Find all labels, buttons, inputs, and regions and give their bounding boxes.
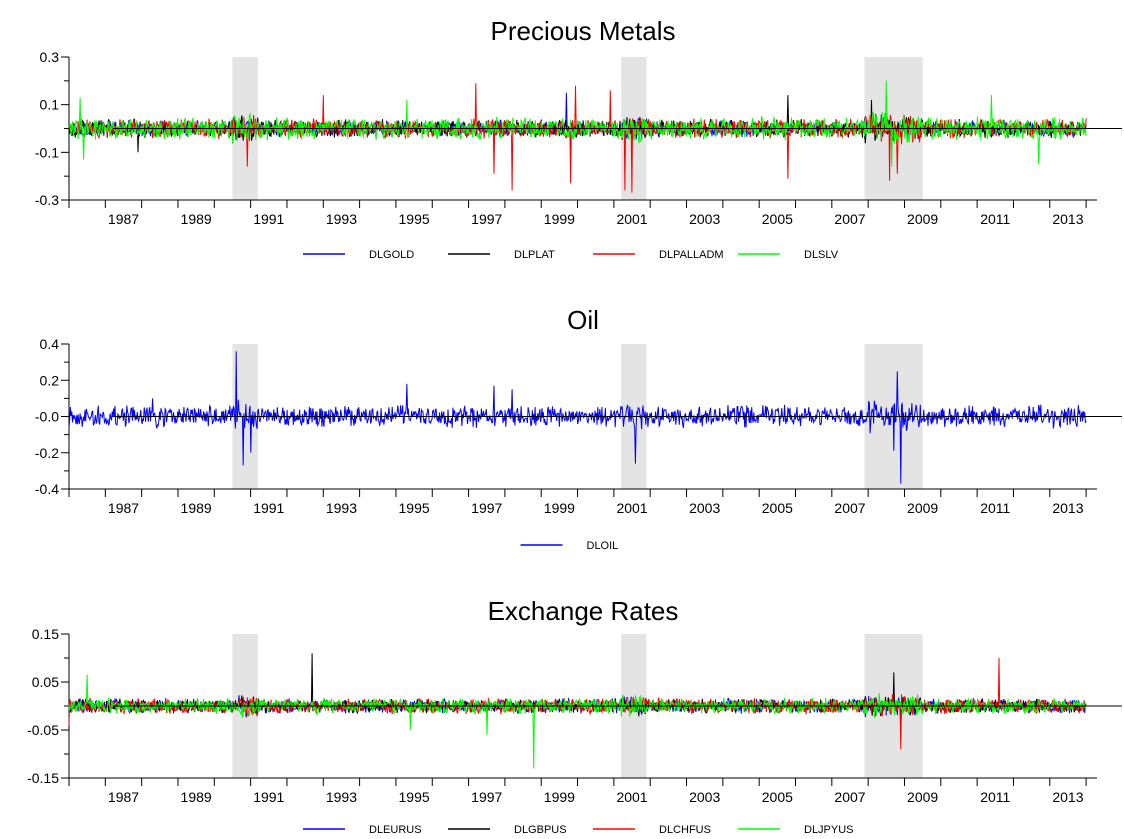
panel-2: Oil 0.4 0.2 -0.0 -0.2 -0.4 1987 1989 1991 1993 199… bbox=[35, 305, 1122, 552]
x-tick-label: 2003 bbox=[689, 500, 720, 516]
chart-title: Exchange Rates bbox=[488, 596, 679, 626]
x-tick-label: 1989 bbox=[181, 789, 212, 805]
x-tick-label: 1991 bbox=[253, 211, 284, 227]
x-tick-label: 1987 bbox=[108, 500, 139, 516]
legend-label: DLGBPUS bbox=[514, 824, 567, 836]
x-tick-label: 1997 bbox=[471, 789, 502, 805]
x-tick-label: 2003 bbox=[689, 211, 720, 227]
x-tick-label: 1993 bbox=[326, 500, 357, 516]
x-tick-label: 1997 bbox=[471, 500, 502, 516]
legend-label: DLJPYUS bbox=[804, 824, 854, 836]
x-tick-label: 2011 bbox=[980, 789, 1010, 805]
y-tick-label: -0.15 bbox=[27, 770, 59, 786]
y-tick-label: -0.0 bbox=[35, 409, 59, 425]
x-tick-label: 2011 bbox=[980, 211, 1010, 227]
x-tick-label: 1999 bbox=[544, 789, 575, 805]
legend-label: DLGOLD bbox=[369, 249, 414, 261]
x-tick-label: 2005 bbox=[762, 211, 793, 227]
x-tick-label: 2001 bbox=[616, 500, 647, 516]
x-tick-label: 2007 bbox=[834, 789, 865, 805]
series-line-dlpalladm bbox=[68, 83, 1087, 193]
series-line-dlgbpus bbox=[68, 653, 1087, 731]
x-tick-label: 1989 bbox=[181, 500, 212, 516]
x-tick-label: 2005 bbox=[762, 500, 793, 516]
panel-1: Precious Metals 0.3 0.1 -0.1 -0.3 1987 1989 199… bbox=[35, 16, 1122, 261]
x-tick-label: 2013 bbox=[1052, 500, 1083, 516]
x-tick-label: 1991 bbox=[253, 500, 284, 516]
x-tick-label: 2013 bbox=[1052, 789, 1083, 805]
series-line-dlslv bbox=[68, 80, 1087, 167]
x-tick-label: 1997 bbox=[471, 211, 502, 227]
y-tick-label: 0.2 bbox=[40, 372, 60, 388]
x-tick-label: 2003 bbox=[689, 789, 720, 805]
x-tick-label: 2007 bbox=[834, 211, 865, 227]
x-tick-label: 1993 bbox=[326, 789, 357, 805]
y-tick-label: -0.4 bbox=[35, 481, 59, 497]
y-tick-label: 0.4 bbox=[40, 336, 60, 352]
panel-3: Exchange Rates 0.15 0.05 -0.05 -0.15 1987 1989… bbox=[27, 596, 1122, 836]
x-tick-label: 2001 bbox=[616, 789, 647, 805]
x-tick-label: 2013 bbox=[1052, 211, 1083, 227]
x-tick-label: 1989 bbox=[181, 211, 212, 227]
x-tick-label: 2005 bbox=[762, 789, 793, 805]
legend-label: DLEURUS bbox=[369, 824, 422, 836]
x-tick-label: 2009 bbox=[907, 789, 938, 805]
legend-label: DLPLAT bbox=[514, 249, 555, 261]
y-tick-label: 0.15 bbox=[32, 626, 59, 642]
x-tick-label: 1999 bbox=[544, 211, 575, 227]
y-tick-label: -0.3 bbox=[35, 192, 59, 208]
series-line-dloil bbox=[68, 351, 1087, 484]
legend-label: DLPALLADM bbox=[659, 249, 724, 261]
y-tick-label: 0.05 bbox=[32, 674, 59, 690]
chart-title: Oil bbox=[567, 305, 599, 335]
series-line-dljpyus bbox=[68, 674, 1087, 769]
x-tick-label: 2011 bbox=[980, 500, 1010, 516]
y-tick-label: -0.05 bbox=[27, 722, 59, 738]
x-tick-label: 1995 bbox=[399, 211, 430, 227]
x-tick-label: 2001 bbox=[616, 211, 647, 227]
chart-title: Precious Metals bbox=[491, 16, 676, 46]
legend-label: DLSLV bbox=[804, 249, 839, 261]
x-tick-label: 1987 bbox=[108, 211, 139, 227]
x-tick-label: 2009 bbox=[907, 500, 938, 516]
x-tick-label: 1999 bbox=[544, 500, 575, 516]
x-tick-label: 1993 bbox=[326, 211, 357, 227]
legend-label: DLCHFUS bbox=[659, 824, 711, 836]
y-tick-label: 0.1 bbox=[40, 97, 60, 113]
x-tick-label: 2007 bbox=[834, 500, 865, 516]
y-tick-label: 0.3 bbox=[40, 49, 60, 65]
x-tick-label: 1995 bbox=[399, 789, 430, 805]
x-tick-label: 1991 bbox=[253, 789, 284, 805]
legend-label: DLOIL bbox=[587, 540, 619, 552]
x-tick-label: 2009 bbox=[907, 211, 938, 227]
x-tick-label: 1995 bbox=[399, 500, 430, 516]
y-tick-label: -0.1 bbox=[35, 144, 59, 160]
x-tick-label: 1987 bbox=[108, 789, 139, 805]
y-tick-label: -0.2 bbox=[35, 445, 59, 461]
